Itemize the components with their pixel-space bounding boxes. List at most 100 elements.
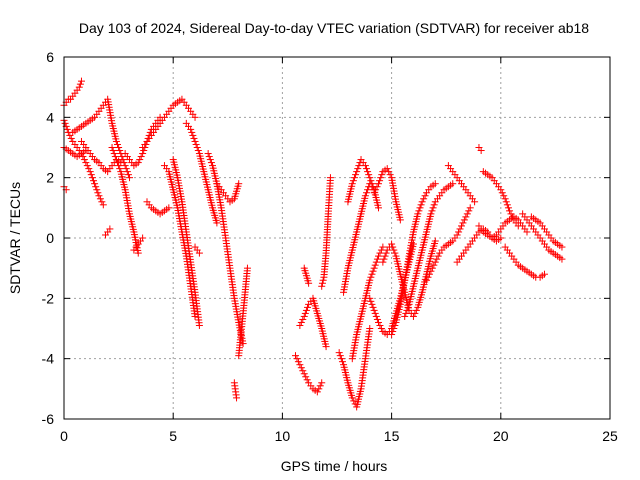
data-point	[82, 159, 90, 167]
data-point-interp	[371, 309, 379, 317]
data-point	[457, 222, 465, 230]
data-point	[506, 207, 514, 215]
data-point-interp	[337, 355, 345, 363]
data-point-interp	[93, 186, 101, 194]
data-point-interp	[433, 255, 441, 263]
data-point-interp	[369, 267, 377, 275]
data-point	[243, 264, 251, 272]
data-point	[423, 276, 431, 284]
data-point-interp	[424, 273, 432, 281]
data-point	[418, 198, 426, 206]
data-point-interp	[371, 261, 379, 269]
data-point-interp	[302, 373, 310, 381]
data-point-interp	[315, 385, 323, 393]
data-point	[91, 180, 99, 188]
data-point-interp	[404, 303, 412, 311]
data-point-interp	[373, 255, 381, 263]
data-point-interp	[362, 165, 370, 173]
data-point-interp	[88, 174, 96, 182]
data-point	[558, 255, 566, 263]
data-point	[233, 394, 241, 402]
data-point	[497, 186, 505, 194]
data-point	[370, 264, 378, 272]
data-point	[388, 331, 396, 339]
data-point	[388, 240, 396, 248]
data-point-interp	[498, 189, 506, 197]
data-point-interp	[115, 144, 123, 151]
data-point-interp	[368, 270, 376, 278]
data-point	[296, 361, 304, 369]
data-point	[235, 180, 243, 188]
x-tick-label: 25	[602, 428, 618, 444]
data-point	[191, 137, 199, 145]
data-point	[292, 352, 300, 360]
data-point	[318, 379, 326, 387]
x-tick-label: 0	[60, 428, 68, 444]
data-point-interp	[368, 300, 376, 308]
data-point-interp	[503, 201, 511, 209]
data-point	[86, 168, 94, 176]
data-points	[60, 77, 566, 411]
data-point	[366, 174, 374, 182]
data-point	[195, 249, 203, 257]
data-point	[370, 306, 378, 314]
data-point-interp	[372, 312, 380, 320]
data-point-interp	[350, 174, 358, 182]
data-point	[361, 162, 369, 170]
data-point	[431, 180, 439, 188]
data-point-interp	[390, 246, 398, 254]
data-point-interp	[188, 128, 196, 136]
data-point	[427, 210, 435, 218]
data-point-interp	[89, 177, 97, 185]
data-point-interp	[136, 156, 144, 164]
data-point	[366, 294, 374, 302]
data-point	[75, 83, 83, 91]
x-tick-label: 5	[169, 428, 177, 444]
data-point	[313, 388, 321, 396]
data-point-interp	[380, 255, 388, 263]
y-tick-label: 2	[46, 170, 54, 186]
y-tick-label: 0	[46, 230, 54, 246]
data-point-interp	[376, 321, 384, 329]
data-point-interp	[80, 156, 88, 164]
data-point	[322, 343, 330, 351]
data-point	[77, 77, 85, 85]
data-point-interp	[205, 153, 213, 161]
data-point	[471, 198, 479, 206]
data-point-interp	[376, 177, 384, 185]
data-point-interp	[192, 140, 200, 148]
data-point-interp	[367, 273, 375, 281]
data-point	[121, 162, 129, 170]
data-point	[396, 216, 404, 224]
data-point-interp	[319, 276, 327, 284]
data-point-interp	[293, 355, 301, 363]
data-point-interp	[299, 367, 307, 375]
data-point-interp	[336, 352, 344, 360]
data-point	[134, 249, 142, 257]
data-point-interp	[98, 198, 106, 206]
data-point-interp	[189, 131, 197, 139]
data-point-interp	[421, 192, 429, 200]
data-point-interp	[367, 177, 375, 185]
data-point-interp	[385, 168, 393, 176]
data-point-interp	[111, 153, 119, 161]
data-point-interp	[428, 264, 436, 272]
data-point-interp	[364, 186, 372, 194]
chart-title: Day 103 of 2024, Sidereal Day-to-day VTE…	[79, 20, 589, 36]
y-tick-label: -6	[42, 411, 55, 427]
data-point	[348, 394, 356, 402]
data-point	[213, 219, 221, 227]
data-point	[462, 213, 470, 221]
data-point	[139, 150, 147, 158]
data-point	[112, 137, 120, 145]
data-point-interp	[301, 309, 309, 317]
y-tick-label: -2	[42, 290, 55, 306]
grid-lines	[64, 57, 610, 419]
x-tick-label: 10	[275, 428, 291, 444]
data-point	[318, 282, 326, 290]
data-point-interp	[373, 315, 381, 323]
data-point-interp	[430, 201, 438, 209]
data-point-interp	[465, 207, 473, 215]
data-point-interp	[303, 376, 311, 384]
data-point-interp	[190, 134, 198, 142]
